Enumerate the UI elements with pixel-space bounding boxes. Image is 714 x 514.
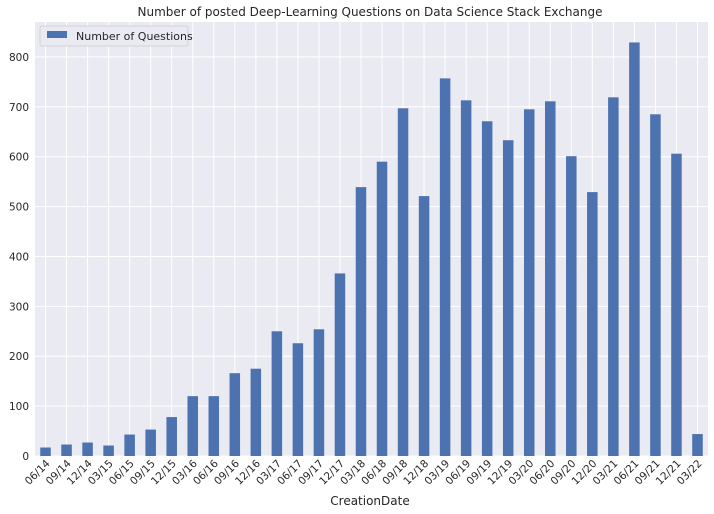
bars: [40, 42, 703, 457]
y-tick-label: 300: [9, 301, 29, 313]
legend-box: [39, 25, 189, 47]
bar: [608, 97, 619, 456]
x-axis-label: CreationDate: [330, 494, 409, 508]
bar: [397, 108, 409, 456]
bar: [103, 445, 114, 456]
y-tick-label: 700: [9, 102, 29, 114]
x-axis: 06/1409/1412/1403/1506/1509/1512/1503/16…: [23, 457, 705, 487]
bar: [418, 196, 430, 456]
chart-title: Number of posted Deep-Learning Questions…: [138, 5, 603, 19]
bar: [481, 121, 493, 456]
bar: [671, 153, 682, 457]
legend: Number of Questions: [39, 25, 193, 47]
y-tick-label: 600: [9, 152, 29, 164]
bar: [439, 78, 451, 456]
bar: [250, 368, 262, 456]
bar: [229, 373, 241, 456]
bar: [187, 396, 198, 456]
bar: [692, 434, 703, 456]
bar: [271, 331, 283, 456]
bar: [502, 140, 514, 456]
bar: [376, 161, 388, 456]
bar: [313, 329, 325, 456]
bar: [61, 444, 72, 456]
y-tick-label: 100: [9, 401, 29, 413]
legend-swatch: [47, 31, 67, 38]
y-tick-label: 800: [9, 52, 29, 64]
bar: [629, 42, 640, 456]
bar: [587, 192, 598, 457]
bar: [124, 434, 135, 456]
bar: [166, 417, 177, 456]
bar: [82, 442, 93, 456]
bar: [292, 343, 304, 456]
legend-label: Number of Questions: [76, 30, 193, 43]
bar: [545, 101, 556, 457]
bar: [208, 396, 220, 456]
bar: [355, 187, 367, 456]
y-tick-label: 500: [9, 202, 29, 214]
y-tick-label: 400: [9, 251, 29, 263]
bar: [650, 114, 661, 456]
y-tick-label: 200: [9, 351, 29, 363]
bar: [145, 429, 156, 456]
bar: [334, 273, 346, 456]
bar: [566, 156, 577, 457]
bar: [523, 109, 535, 456]
y-axis: 0 100 200 300 400 500 600 700 800: [9, 52, 29, 463]
plot-background: [35, 22, 708, 456]
y-tick-label: 0: [22, 451, 29, 463]
bar: [460, 100, 472, 456]
bar: [40, 447, 51, 456]
